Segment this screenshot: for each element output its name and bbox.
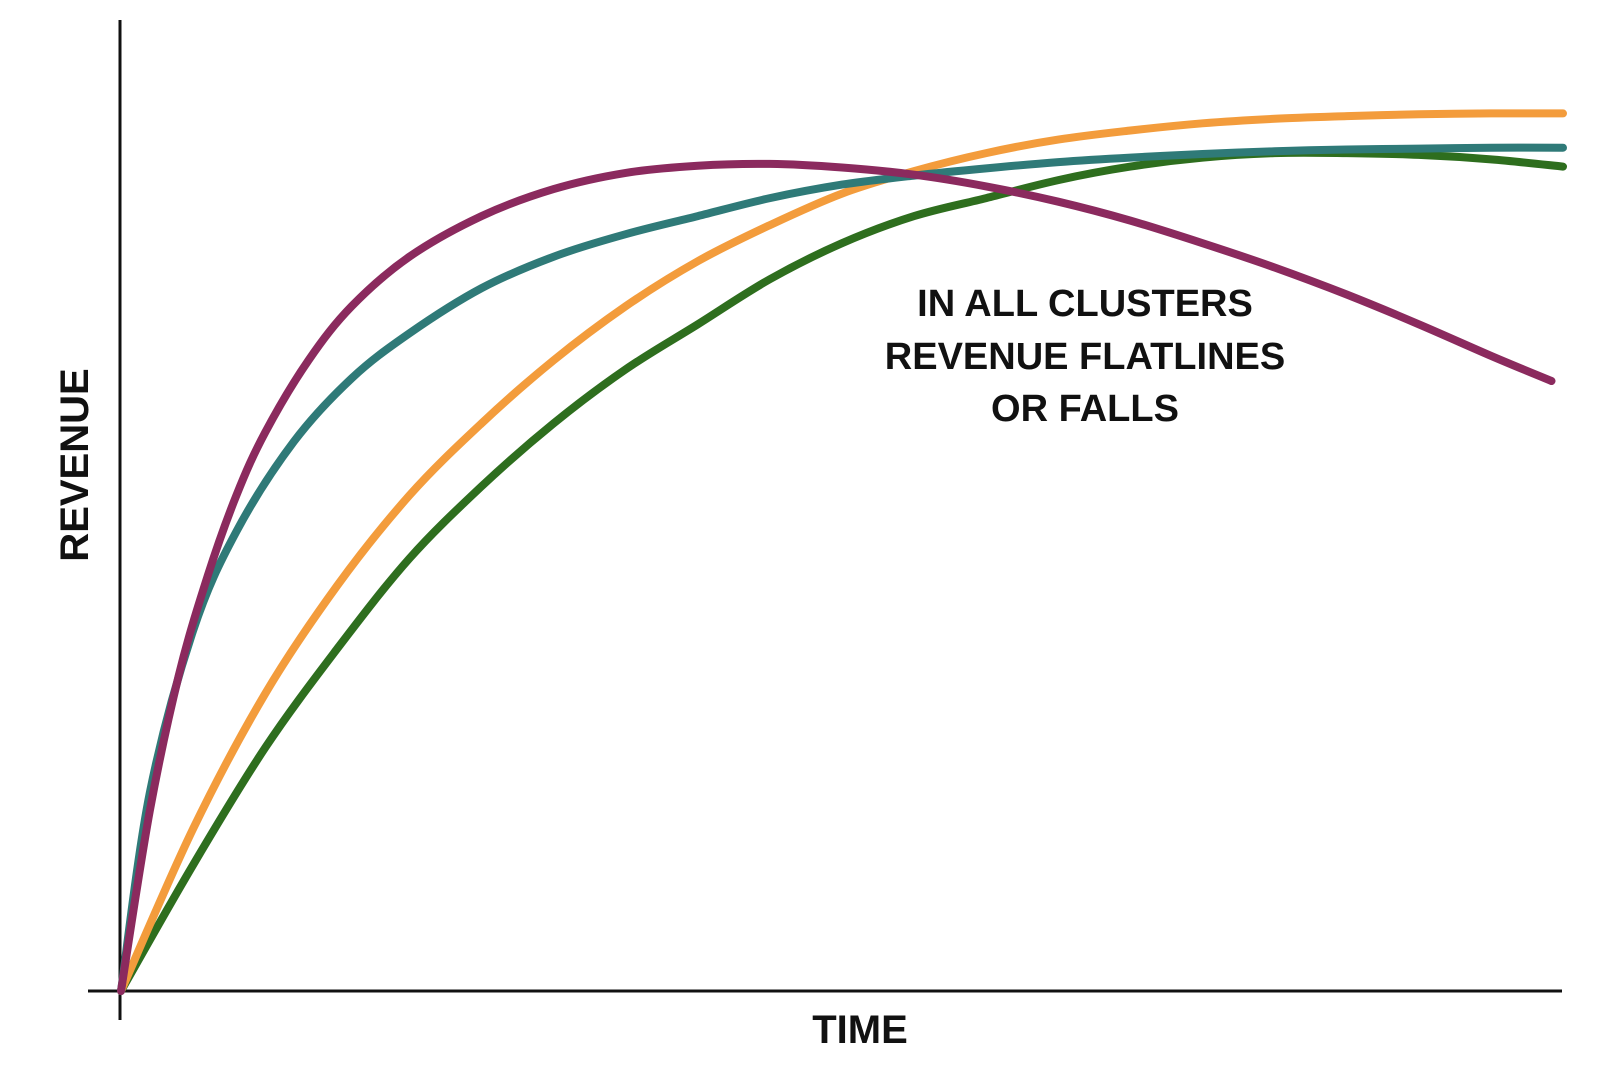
series-line-2 xyxy=(117,109,1567,995)
annotation-line-1: IN ALL CLUSTERS xyxy=(917,283,1253,325)
series-line-3 xyxy=(117,143,1567,995)
annotation-line-3: OR FALLS xyxy=(991,388,1179,430)
series-line-4 xyxy=(117,159,1556,995)
x-axis-label: TIME xyxy=(812,1008,908,1052)
y-axis-label: REVENUE xyxy=(53,368,97,561)
series-line-1 xyxy=(117,148,1567,995)
annotation-line-2: REVENUE FLATLINES xyxy=(885,336,1285,378)
series-group xyxy=(117,109,1567,995)
